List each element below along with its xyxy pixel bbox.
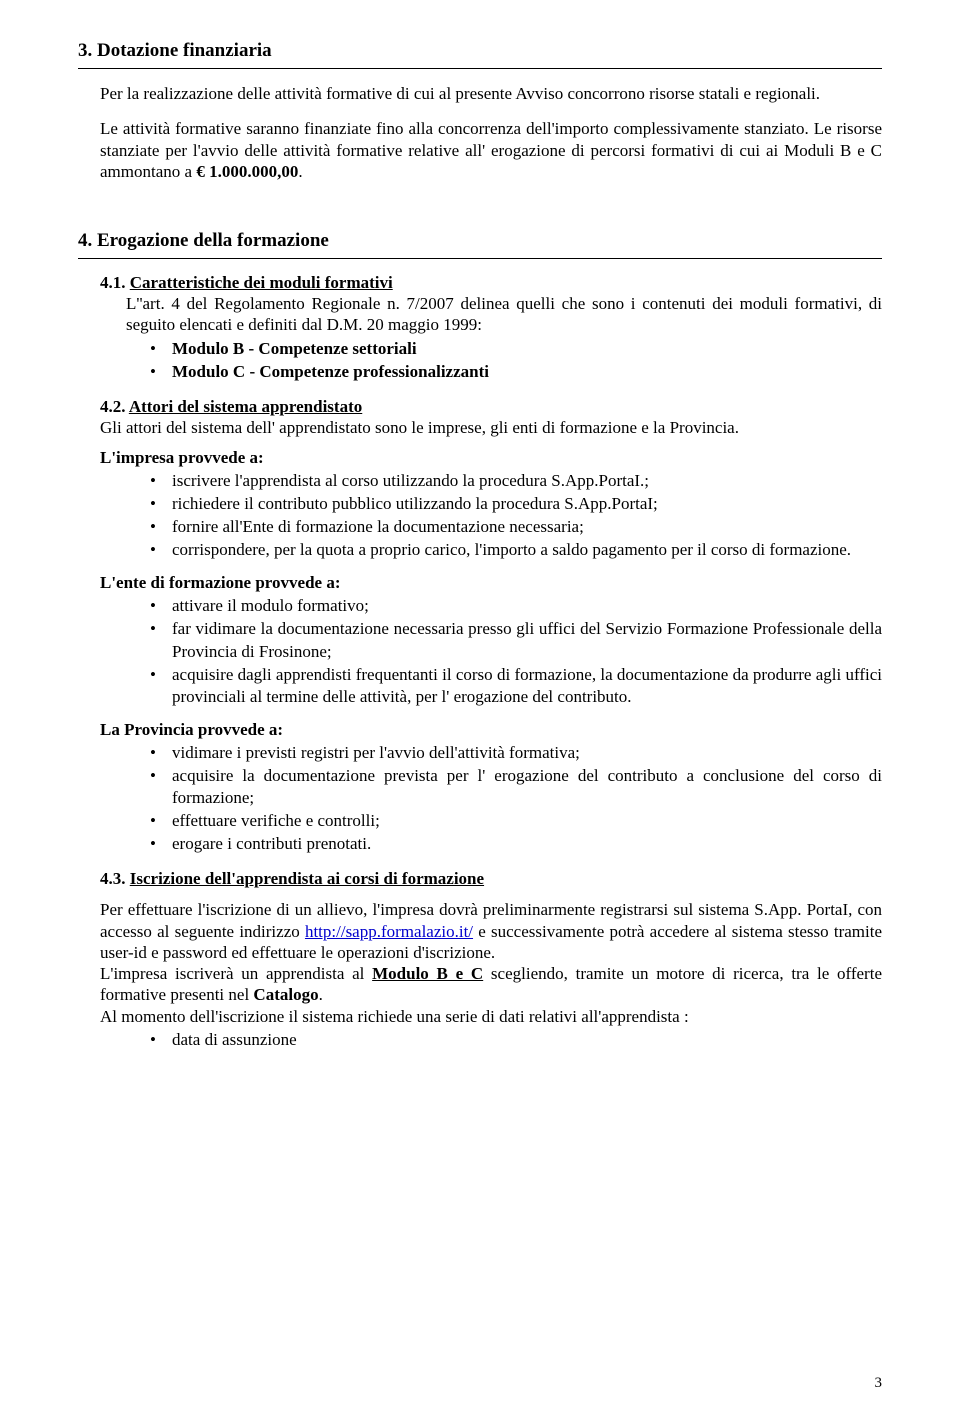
list-item: acquisire la documentazione prevista per… bbox=[150, 765, 882, 809]
section-4-2-intro: Gli attori del sistema dell' apprendista… bbox=[100, 417, 882, 438]
provincia-bullets: vidimare i previsti registri per l'avvio… bbox=[78, 742, 882, 855]
section-4-1-title: Caratteristiche dei moduli formativi bbox=[130, 273, 393, 292]
ente-bullets: attivare il modulo formativo; far vidima… bbox=[78, 595, 882, 707]
section-4-2-heading: 4.2. Attori del sistema apprendistato bbox=[100, 397, 882, 417]
section-4-2-prefix: 4.2. bbox=[100, 397, 129, 416]
section-3-para-2: Le attività formative saranno finanziate… bbox=[100, 118, 882, 182]
list-item: far vidimare la documentazione necessari… bbox=[150, 618, 882, 662]
module-c-label: Modulo C - Competenze professionalizzant… bbox=[172, 362, 489, 381]
list-item: data di assunzione bbox=[150, 1029, 882, 1051]
section-4-3-heading: 4.3. Iscrizione dell'apprendista ai cors… bbox=[100, 869, 882, 889]
list-item: effettuare verifiche e controlli; bbox=[150, 810, 882, 832]
section-4-3-p2: L'impresa iscriverà un apprendista al Mo… bbox=[100, 963, 882, 1006]
impresa-label: L'impresa provvede a: bbox=[100, 448, 882, 468]
page-number: 3 bbox=[875, 1375, 883, 1392]
list-item: iscrivere l'apprendista al corso utilizz… bbox=[150, 470, 882, 492]
section-4-heading: 4. Erogazione della formazione bbox=[78, 230, 882, 254]
list-item: attivare il modulo formativo; bbox=[150, 595, 882, 617]
section-4-1-text: L''art. 4 del Regolamento Regionale n. 7… bbox=[78, 293, 882, 336]
list-item: richiedere il contributo pubblico utiliz… bbox=[150, 493, 882, 515]
list-item: acquisire dagli apprendisti frequentanti… bbox=[150, 664, 882, 708]
section-4-3-p1: Per effettuare l'iscrizione di un alliev… bbox=[100, 899, 882, 963]
spacer bbox=[78, 889, 882, 899]
section-4-2-title: Attori del sistema apprendistato bbox=[129, 397, 362, 416]
module-bc-bold: Modulo B e C bbox=[372, 964, 483, 983]
ente-label: L'ente di formazione provvede a: bbox=[100, 573, 882, 593]
section-3-amount: € 1.000.000,00 bbox=[196, 162, 298, 181]
sapp-link[interactable]: http://sapp.formalazio.it/ bbox=[305, 922, 473, 941]
section-4-1-bullets: Modulo B - Competenze settoriali Modulo … bbox=[78, 338, 882, 383]
section-4-1-heading: 4.1. Caratteristiche dei moduli formativ… bbox=[100, 273, 882, 293]
section-4-1-prefix: 4.1. bbox=[100, 273, 130, 292]
section-4-3-title: Iscrizione dell'apprendista ai corsi di … bbox=[130, 869, 484, 888]
catalogo-bold: Catalogo bbox=[253, 985, 318, 1004]
module-b-label: Modulo B - Competenze settoriali bbox=[172, 339, 417, 358]
list-item: erogare i contributi prenotati. bbox=[150, 833, 882, 855]
section-4-3-p2c: . bbox=[319, 985, 323, 1004]
list-item: fornire all'Ente di formazione la docume… bbox=[150, 516, 882, 538]
list-item: Modulo C - Competenze professionalizzant… bbox=[150, 361, 882, 383]
section-3-heading: 3. Dotazione finanziaria bbox=[78, 40, 882, 64]
spacer bbox=[78, 196, 882, 230]
provincia-label: La Provincia provvede a: bbox=[100, 720, 882, 740]
section-3-underline bbox=[78, 68, 882, 69]
impresa-bullets: iscrivere l'apprendista al corso utilizz… bbox=[78, 470, 882, 561]
section-4-3-bullets: data di assunzione bbox=[78, 1029, 882, 1051]
section-3-para-2-post: . bbox=[298, 162, 302, 181]
section-4-3-p2a: L'impresa iscriverà un apprendista al bbox=[100, 964, 372, 983]
document-page: 3. Dotazione finanziaria Per la realizza… bbox=[0, 0, 960, 1414]
section-4-3-p3: Al momento dell'iscrizione il sistema ri… bbox=[100, 1006, 882, 1027]
section-4-underline bbox=[78, 258, 882, 259]
list-item: Modulo B - Competenze settoriali bbox=[150, 338, 882, 360]
section-3-para-1: Per la realizzazione delle attività form… bbox=[100, 83, 882, 104]
list-item: vidimare i previsti registri per l'avvio… bbox=[150, 742, 882, 764]
section-4-3-prefix: 4.3. bbox=[100, 869, 130, 888]
list-item: corrispondere, per la quota a proprio ca… bbox=[150, 539, 882, 561]
